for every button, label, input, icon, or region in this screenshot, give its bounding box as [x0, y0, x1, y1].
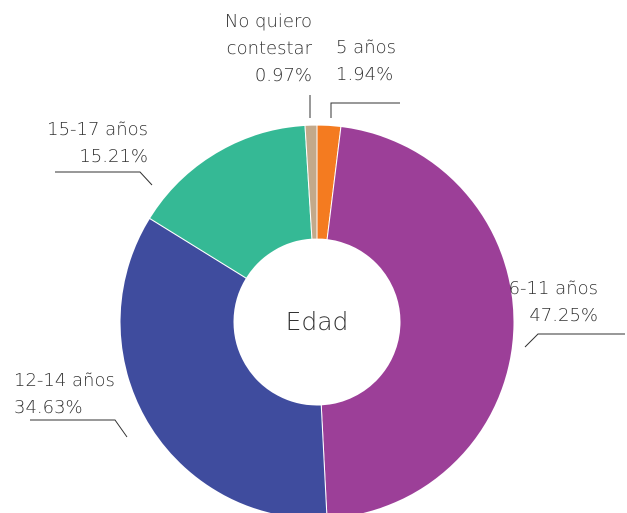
- slices: [119, 124, 515, 513]
- category-label: 5 años: [336, 37, 397, 58]
- slice-label: No quiero contestar 0.97%: [182, 8, 312, 89]
- leader-line: [330, 102, 400, 118]
- value-label: 47.25%: [529, 305, 598, 326]
- leader-line: [55, 171, 153, 186]
- slice-label: 15-17 años 15.21%: [20, 116, 148, 170]
- center-title: Edad: [286, 307, 349, 336]
- slice-label: 12-14 años 34.63%: [14, 367, 134, 421]
- category-label: 6-11 años: [508, 278, 598, 299]
- value-label: 15.21%: [79, 146, 148, 167]
- category-label: No quiero contestar: [224, 11, 312, 59]
- leader-line: [524, 333, 625, 348]
- value-label: 34.63%: [14, 397, 83, 418]
- slice-label: 5 años 1.94%: [336, 34, 456, 88]
- slice-label: 6-11 años 47.25%: [478, 275, 598, 329]
- leader-lines: [30, 95, 625, 438]
- category-label: 15-17 años: [47, 119, 148, 140]
- leader-line: [30, 419, 128, 438]
- value-label: 0.97%: [254, 65, 312, 86]
- slice: [304, 124, 318, 240]
- value-label: 1.94%: [336, 64, 394, 85]
- slice: [119, 217, 328, 513]
- category-label: 12-14 años: [14, 370, 115, 391]
- slice: [320, 125, 515, 513]
- slice: [148, 124, 313, 280]
